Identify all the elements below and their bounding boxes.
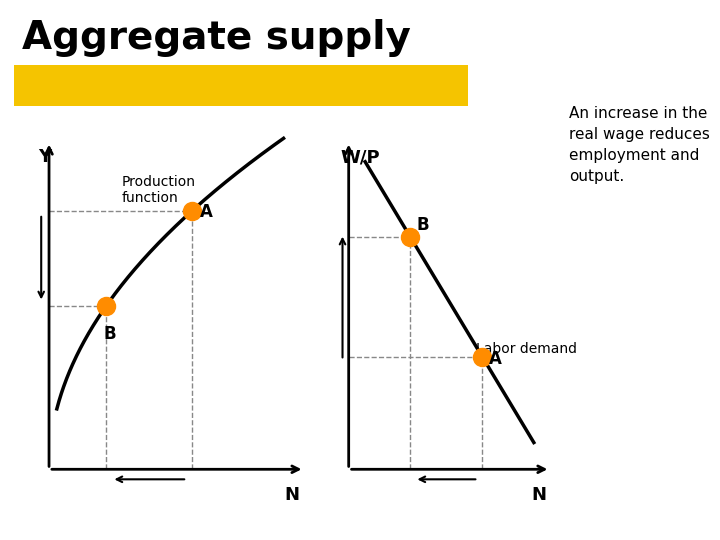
Text: N: N: [284, 486, 300, 504]
Text: An increase in the
real wage reduces
employment and
output.: An increase in the real wage reduces emp…: [569, 106, 710, 184]
Bar: [14, 65, 468, 106]
Text: Production
function: Production function: [122, 175, 196, 205]
Text: A: A: [200, 203, 213, 221]
Text: Y: Y: [39, 148, 52, 166]
Text: Aggregate supply: Aggregate supply: [22, 19, 410, 57]
Text: B: B: [417, 217, 429, 234]
Text: Labor demand: Labor demand: [476, 342, 577, 356]
Text: W/P: W/P: [341, 148, 380, 166]
Text: B: B: [104, 325, 117, 343]
Text: A: A: [489, 349, 501, 368]
Text: N: N: [531, 486, 546, 504]
